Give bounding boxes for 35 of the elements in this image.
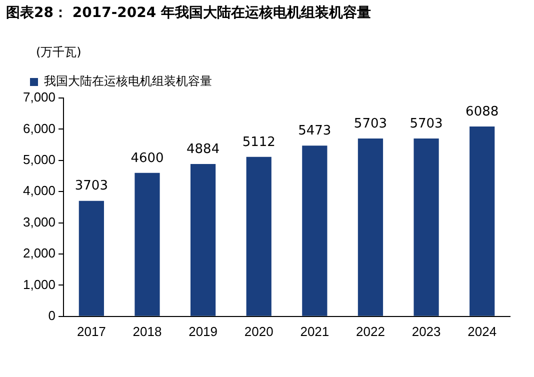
x-tick-label: 2017 [76, 324, 106, 339]
data-label: 5112 [242, 134, 276, 150]
x-tick-label: 2024 [468, 324, 497, 339]
legend-label: 我国大陆在运核电机组装机容量 [44, 74, 212, 88]
bar [470, 126, 495, 316]
y-tick-label: 1,000 [22, 276, 56, 292]
bar [78, 200, 104, 316]
bar [246, 156, 272, 316]
y-axis-title: (万千瓦) [36, 44, 82, 61]
x-tick-label: 2018 [132, 324, 162, 339]
y-tick-label: 6,000 [22, 120, 56, 136]
data-label: 3703 [74, 178, 108, 194]
y-tick-label: 2,000 [22, 246, 56, 261]
y-tick-label: 7,000 [22, 90, 56, 105]
x-tick-label: 2023 [412, 324, 441, 339]
bar [302, 146, 328, 316]
bar [190, 164, 216, 316]
bar [134, 172, 160, 316]
x-tick-label: 2020 [244, 324, 274, 339]
bar [414, 138, 439, 316]
y-tick-label: 0 [48, 308, 56, 323]
data-label: 5473 [298, 124, 332, 139]
y-tick-label: 4,000 [22, 183, 56, 198]
x-tick-label: 2019 [188, 324, 218, 339]
x-tick-label: 2021 [300, 324, 330, 339]
bar [358, 138, 384, 316]
y-tick-label: 5,000 [22, 152, 56, 167]
x-tick-label: 2022 [356, 324, 385, 339]
data-label: 6088 [466, 104, 499, 120]
chart-title: 图表28： 2017-2024 年我国大陆在运核电机组装机容量 [6, 4, 371, 22]
data-label: 4600 [130, 150, 164, 166]
data-label: 5703 [410, 116, 443, 132]
data-label: 4884 [186, 142, 220, 157]
data-label: 5703 [354, 116, 388, 132]
y-tick-label: 3,000 [22, 214, 56, 230]
